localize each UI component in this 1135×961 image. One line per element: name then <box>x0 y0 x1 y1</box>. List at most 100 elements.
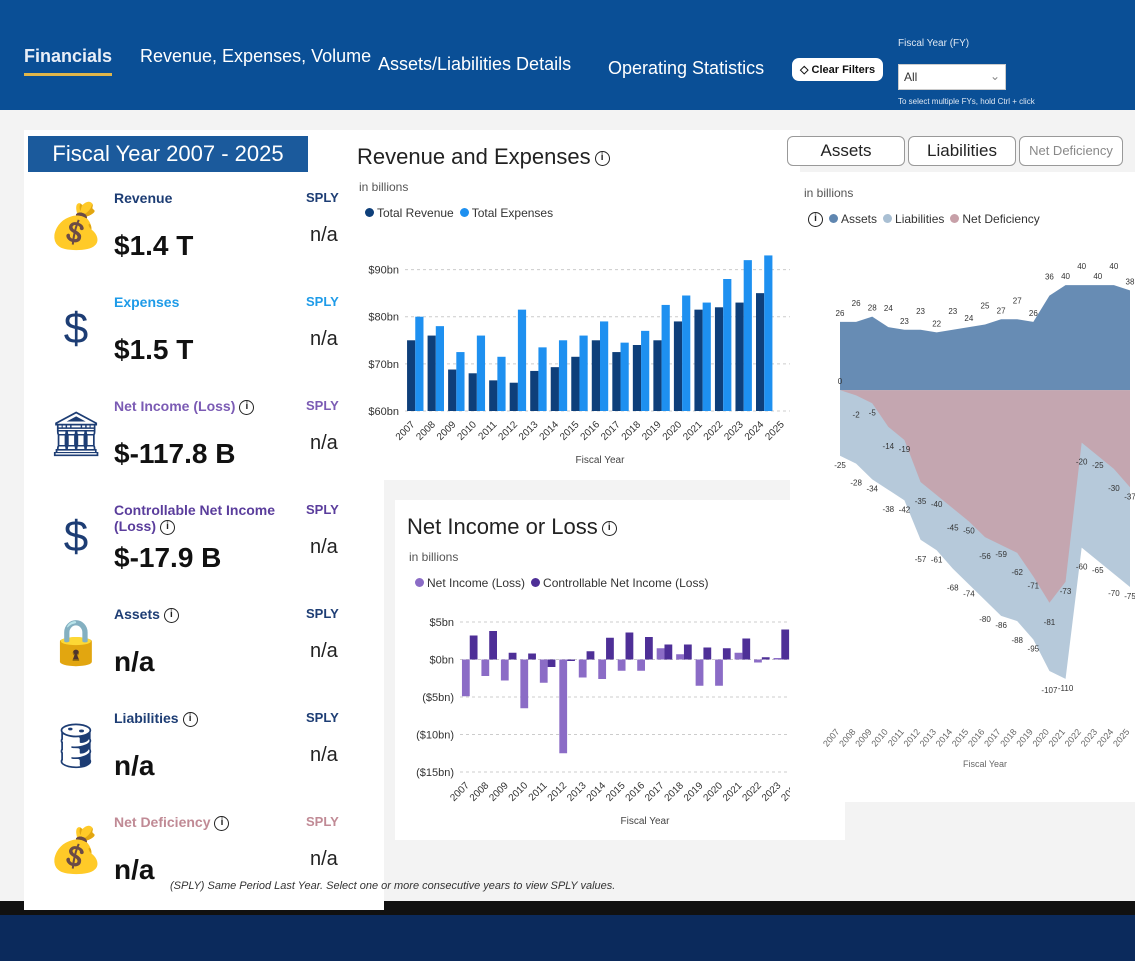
bar-net-income-loss-[interactable] <box>676 654 684 660</box>
legend-item[interactable]: Liabilities <box>895 212 945 226</box>
liabilities-toggle[interactable]: Liabilities <box>908 136 1016 166</box>
bar-total-revenue[interactable] <box>612 352 621 411</box>
info-icon[interactable]: i <box>594 150 610 166</box>
bar-net-income-loss-[interactable] <box>637 659 645 671</box>
bar-controllable-net-income-loss-[interactable] <box>703 647 712 660</box>
bar-net-income-loss-[interactable] <box>773 658 782 660</box>
assets-toggle[interactable]: Assets <box>787 136 905 166</box>
bar-total-expenses[interactable] <box>723 279 732 411</box>
bar-net-income-loss-[interactable] <box>559 659 568 754</box>
info-icon[interactable]: i <box>808 212 823 228</box>
clear-filters-button[interactable]: ◇ Clear Filters <box>792 58 884 81</box>
net-deficiency-toggle[interactable]: Net Deficiency <box>1019 136 1123 166</box>
bar-total-revenue[interactable] <box>756 293 765 411</box>
bar-controllable-net-income-loss-[interactable] <box>528 653 536 660</box>
tab-operating-statistics[interactable]: Operating Statistics <box>608 58 765 78</box>
bar-controllable-net-income-loss-[interactable] <box>567 659 575 662</box>
bar-total-revenue[interactable] <box>550 367 559 411</box>
info-icon[interactable]: i <box>239 399 255 415</box>
bar-total-revenue[interactable] <box>468 373 477 411</box>
bar-total-revenue[interactable] <box>407 340 416 411</box>
bar-total-revenue[interactable] <box>489 380 498 411</box>
bar-total-expenses[interactable] <box>497 356 506 411</box>
bar-total-revenue[interactable] <box>448 369 457 411</box>
bar-controllable-net-income-loss-[interactable] <box>761 657 770 660</box>
info-icon[interactable]: i <box>182 711 198 727</box>
bar-controllable-net-income-loss-[interactable] <box>645 637 653 660</box>
bar-total-revenue[interactable] <box>653 340 662 411</box>
bar-total-revenue[interactable] <box>673 321 683 411</box>
bar-total-expenses[interactable] <box>579 335 588 411</box>
bar-total-expenses[interactable] <box>558 340 568 411</box>
area-assets[interactable] <box>840 285 1130 391</box>
bar-net-income-loss-[interactable] <box>695 659 704 686</box>
bar-net-income-loss-[interactable] <box>481 659 490 677</box>
bar-net-income-loss-[interactable] <box>500 659 509 681</box>
bar-total-expenses[interactable] <box>538 347 547 411</box>
bar-total-revenue[interactable] <box>509 382 518 411</box>
bar-net-income-loss-[interactable] <box>656 648 665 660</box>
bar-controllable-net-income-loss-[interactable] <box>722 648 731 660</box>
x-tick-label: 2011 <box>476 419 499 442</box>
bar-controllable-net-income-loss-[interactable] <box>781 629 790 660</box>
bar-total-revenue[interactable] <box>714 307 724 411</box>
bar-controllable-net-income-loss-[interactable] <box>489 631 497 660</box>
legend-item[interactable]: Assets <box>841 212 878 226</box>
bar-total-expenses[interactable] <box>435 326 444 411</box>
bar-total-expenses[interactable] <box>456 352 465 411</box>
x-axis-title: Fiscal Year <box>963 759 1007 769</box>
bar-total-revenue[interactable] <box>427 335 436 411</box>
bar-total-expenses[interactable] <box>415 316 424 411</box>
bar-net-income-loss-[interactable] <box>598 659 607 680</box>
legend-item[interactable]: Total Revenue <box>377 206 454 220</box>
bar-total-expenses[interactable] <box>476 335 486 411</box>
info-icon[interactable]: i <box>601 520 617 536</box>
bar-controllable-net-income-loss-[interactable] <box>586 651 595 660</box>
bar-controllable-net-income-loss-[interactable] <box>547 659 556 668</box>
bar-controllable-net-income-loss-[interactable] <box>606 637 614 660</box>
bar-total-expenses[interactable] <box>641 330 650 411</box>
bar-net-income-loss-[interactable] <box>520 659 529 709</box>
bar-controllable-net-income-loss-[interactable] <box>664 644 673 660</box>
bar-total-revenue[interactable] <box>632 345 642 411</box>
bar-total-expenses[interactable] <box>661 304 670 411</box>
bar-net-income-loss-[interactable] <box>715 659 723 686</box>
bar-net-income-loss-[interactable] <box>539 659 548 683</box>
bar-total-revenue[interactable] <box>735 302 744 411</box>
legend-item[interactable]: Net Deficiency <box>962 212 1040 226</box>
bar-controllable-net-income-loss-[interactable] <box>508 652 517 660</box>
bar-net-income-loss-[interactable] <box>754 659 762 663</box>
bar-net-income-loss-[interactable] <box>734 652 743 660</box>
info-icon[interactable]: i <box>163 607 179 623</box>
bar-net-income-loss-[interactable] <box>578 659 587 678</box>
tab-assets-liabilities[interactable]: Assets/Liabilities Details <box>378 54 572 74</box>
bar-controllable-net-income-loss-[interactable] <box>742 638 751 660</box>
legend-item[interactable]: Controllable Net Income (Loss) <box>543 576 709 590</box>
tab-financials[interactable]: Financials <box>24 46 113 76</box>
tab-revenue-expenses-volume[interactable]: Revenue, Expenses, Volume <box>140 46 372 66</box>
data-label: -59 <box>995 550 1007 559</box>
bar-total-expenses[interactable] <box>600 321 609 411</box>
area-net-deficiency[interactable] <box>840 390 1130 603</box>
bar-total-expenses[interactable] <box>702 302 711 411</box>
bar-total-expenses[interactable] <box>620 342 629 411</box>
bar-total-revenue[interactable] <box>530 370 539 411</box>
bar-controllable-net-income-loss-[interactable] <box>683 644 692 660</box>
bar-total-revenue[interactable] <box>694 309 703 411</box>
data-label: -68 <box>947 584 959 593</box>
bar-net-income-loss-[interactable] <box>461 659 470 697</box>
bar-net-income-loss-[interactable] <box>617 659 626 671</box>
info-icon[interactable]: i <box>214 815 230 831</box>
fiscal-year-dropdown[interactable]: All ⌄ <box>898 64 1006 90</box>
bar-total-expenses[interactable] <box>764 255 773 411</box>
legend-item[interactable]: Total Expenses <box>471 206 554 220</box>
bar-controllable-net-income-loss-[interactable] <box>625 632 634 660</box>
legend-item[interactable]: Net Income (Loss) <box>427 576 526 590</box>
info-icon[interactable]: i <box>160 519 175 535</box>
bar-controllable-net-income-loss-[interactable] <box>469 635 478 660</box>
bar-total-revenue[interactable] <box>571 356 580 411</box>
bar-total-expenses[interactable] <box>517 309 527 411</box>
bar-total-expenses[interactable] <box>743 260 752 411</box>
bar-total-expenses[interactable] <box>682 295 691 412</box>
bar-total-revenue[interactable] <box>591 340 600 411</box>
